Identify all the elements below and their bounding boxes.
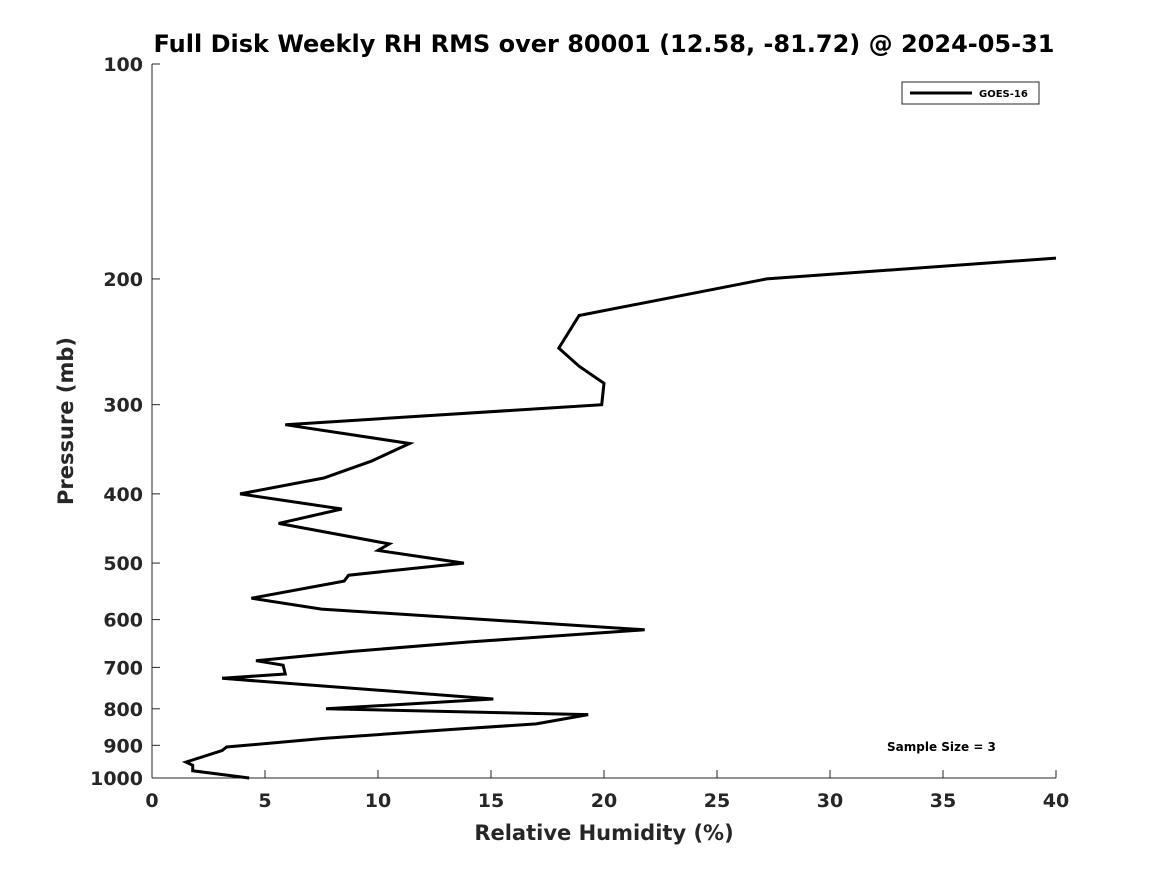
x-tick-label: 5 bbox=[258, 790, 271, 812]
y-tick-label: 600 bbox=[103, 610, 143, 632]
x-tick-label: 0 bbox=[145, 790, 158, 812]
y-tick-label: 900 bbox=[103, 735, 143, 757]
x-tick-label: 25 bbox=[704, 790, 730, 812]
y-tick-label: 100 bbox=[103, 54, 143, 76]
y-tick-label: 700 bbox=[103, 657, 143, 679]
x-tick-label: 20 bbox=[591, 790, 617, 812]
chart-title: Full Disk Weekly RH RMS over 80001 (12.5… bbox=[153, 30, 1054, 58]
x-tick-label: 10 bbox=[365, 790, 391, 812]
series-line-1 bbox=[181, 256, 1057, 780]
x-axis-label: Relative Humidity (%) bbox=[474, 821, 733, 845]
x-tick-label: 35 bbox=[930, 790, 956, 812]
sample-size-annotation: Sample Size = 3 bbox=[887, 740, 996, 754]
y-tick-label: 200 bbox=[103, 269, 143, 291]
plot-area: 0 5 10 15 20 25 30 35 40 100 200 300 400 500 600 700 80… bbox=[90, 54, 1069, 812]
y-tick-label: 1000 bbox=[90, 768, 143, 790]
x-ticks: 0 5 10 15 20 25 30 35 40 bbox=[145, 770, 1069, 812]
y-ticks: 100 200 300 400 500 600 700 800 900 1000 bbox=[90, 54, 160, 790]
y-tick-label: 800 bbox=[103, 699, 143, 721]
legend: GOES-16 bbox=[901, 81, 1040, 105]
series-layer bbox=[181, 256, 1057, 780]
y-tick-label: 500 bbox=[103, 553, 143, 575]
y-tick-label: 400 bbox=[103, 484, 143, 506]
y-tick-label: 300 bbox=[103, 395, 143, 417]
x-tick-label: 40 bbox=[1043, 790, 1069, 812]
y-axis-label: Pressure (mb) bbox=[54, 337, 78, 505]
x-tick-label: 15 bbox=[478, 790, 504, 812]
x-tick-label: 30 bbox=[817, 790, 843, 812]
legend-label: GOES-16 bbox=[979, 89, 1028, 100]
